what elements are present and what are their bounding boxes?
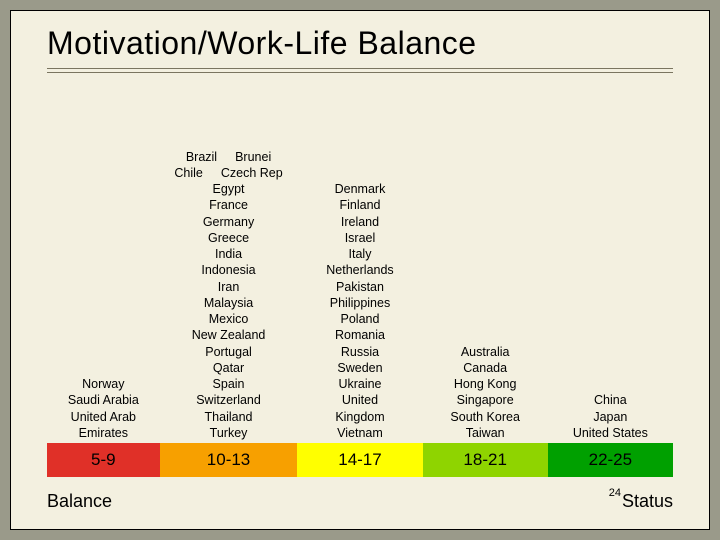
country-name: Thailand (205, 409, 253, 425)
page-number: 24 (609, 487, 621, 499)
country-name: Philippines (330, 295, 390, 311)
country-name: Brazil (186, 149, 217, 165)
axis-right-label: Status (622, 491, 673, 512)
range-cell-5: 22-25 (548, 443, 673, 477)
country-name: Israel (345, 230, 376, 246)
country-name: United (342, 392, 378, 408)
country-name: Indonesia (201, 262, 255, 278)
range-cell-1: 5-9 (47, 443, 160, 477)
column-5: ChinaJapanUnited States (548, 392, 673, 441)
country-name: New Zealand (192, 327, 266, 343)
country-name: Romania (335, 327, 385, 343)
range-cell-3: 14-17 (297, 443, 422, 477)
country-name: Poland (341, 311, 380, 327)
country-name: United Arab (71, 409, 136, 425)
content-area: NorwaySaudi ArabiaUnited ArabEmirates Br… (47, 80, 673, 512)
country-name: Australia (461, 344, 510, 360)
column-4: AustraliaCanadaHong KongSingaporeSouth K… (423, 344, 548, 442)
slide: Motivation/Work-Life Balance NorwaySaudi… (10, 10, 710, 530)
country-name: Germany (203, 214, 254, 230)
country-name: Hong Kong (454, 376, 517, 392)
country-name: Saudi Arabia (68, 392, 139, 408)
country-name: Finland (339, 197, 380, 213)
country-name: Turkey (210, 425, 248, 441)
country-name: Ireland (341, 214, 379, 230)
country-name: China (594, 392, 627, 408)
country-name: Denmark (335, 181, 386, 197)
country-name: Portugal (205, 344, 252, 360)
country-name: Taiwan (466, 425, 505, 441)
country-name: Singapore (457, 392, 514, 408)
country-name: Emirates (79, 425, 128, 441)
country-name: Ukraine (338, 376, 381, 392)
country-name: France (209, 197, 248, 213)
country-name: Brunei (235, 149, 271, 165)
country-name: Greece (208, 230, 249, 246)
country-name: Czech Rep (221, 165, 283, 181)
range-cell-2: 10-13 (160, 443, 298, 477)
country-name: Sweden (337, 360, 382, 376)
country-name: Mexico (209, 311, 249, 327)
country-name: Malaysia (204, 295, 253, 311)
country-name: Spain (213, 376, 245, 392)
column-3: DenmarkFinlandIrelandIsraelItalyNetherla… (297, 181, 422, 441)
country-name: Pakistan (336, 279, 384, 295)
country-pair: Chile Czech Rep (174, 165, 282, 181)
column-1: NorwaySaudi ArabiaUnited ArabEmirates (47, 376, 160, 441)
country-name: Chile (174, 165, 203, 181)
country-name: Egypt (213, 181, 245, 197)
country-name: Canada (463, 360, 507, 376)
country-name: Netherlands (326, 262, 393, 278)
country-columns: NorwaySaudi ArabiaUnited ArabEmirates Br… (47, 80, 673, 443)
country-name: Russia (341, 344, 379, 360)
country-name: India (215, 246, 242, 262)
column-2: Brazil Brunei Chile Czech RepEgyptFranceGer… (160, 149, 298, 442)
country-name: Switzerland (196, 392, 261, 408)
country-name: Iran (218, 279, 240, 295)
axis-labels: Balance Status (47, 477, 673, 512)
country-name: Italy (349, 246, 372, 262)
range-cell-4: 18-21 (423, 443, 548, 477)
country-name: Kingdom (335, 409, 384, 425)
country-name: United States (573, 425, 648, 441)
country-name: Norway (82, 376, 124, 392)
range-row: 5-9 10-13 14-17 18-21 22-25 (47, 443, 673, 477)
country-name: Japan (593, 409, 627, 425)
country-name: South Korea (450, 409, 520, 425)
title-rule (47, 68, 673, 78)
axis-left-label: Balance (47, 491, 112, 512)
country-pair: Brazil Brunei (186, 149, 271, 165)
country-name: Qatar (213, 360, 244, 376)
slide-title: Motivation/Work-Life Balance (47, 25, 673, 62)
country-name: Vietnam (337, 425, 383, 441)
